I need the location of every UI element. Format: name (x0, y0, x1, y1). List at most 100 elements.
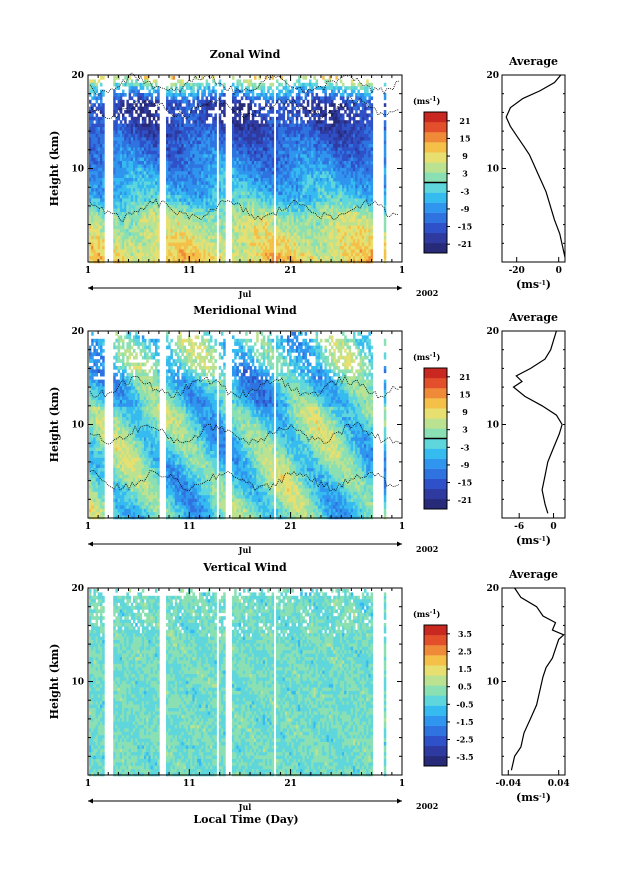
heatmap-cell (289, 164, 292, 169)
heatmap-cell (152, 246, 156, 250)
heatmap-cell (223, 167, 226, 172)
heatmap-cell (212, 106, 215, 111)
heatmap-cell (190, 259, 193, 264)
heatmap-cell (311, 201, 314, 206)
heatmap-cell (335, 133, 338, 138)
heatmap-cell (199, 133, 202, 138)
heatmap-cell (117, 96, 121, 101)
heatmap-cell (135, 191, 138, 196)
heatmap-cell (181, 232, 184, 237)
heatmap-cell (119, 157, 123, 162)
heatmap-cell (144, 150, 147, 155)
heatmap-cell (192, 120, 195, 124)
heatmap-cell (203, 174, 206, 179)
heatmap-cell (95, 232, 99, 237)
heatmap-cell (247, 225, 250, 230)
heatmap-cell (113, 167, 116, 172)
heatmap-cell (137, 116, 140, 121)
heatmap-cell (179, 93, 182, 97)
heatmap-cell (221, 205, 224, 209)
heatmap-cell (295, 133, 299, 138)
heatmap-cell (315, 205, 319, 209)
heatmap-cell (262, 178, 266, 182)
heatmap-cell (144, 212, 147, 216)
heatmap-cell (218, 93, 222, 97)
heatmap-cell (280, 252, 283, 257)
heatmap-cell (95, 198, 99, 203)
heatmap-cell (124, 76, 127, 80)
heatmap-cell (311, 252, 314, 257)
heatmap-cell (218, 218, 222, 223)
heatmap-cell (130, 140, 134, 145)
heatmap-cell (293, 99, 297, 104)
heatmap-cell (177, 252, 180, 257)
heatmap-cell (304, 137, 308, 141)
heatmap-cell (170, 133, 173, 138)
heatmap-cell (245, 181, 248, 186)
heatmap-cell (91, 137, 94, 141)
heatmap-cell (324, 205, 327, 209)
heatmap-cell (144, 161, 147, 165)
heatmap-cell (313, 144, 316, 148)
heatmap-cell (322, 164, 325, 169)
heatmap-cell (295, 256, 299, 260)
heatmap-cell (190, 137, 193, 141)
heatmap-cell (212, 130, 215, 135)
heatmap-cell (210, 205, 213, 209)
heatmap-cell (196, 184, 200, 189)
heatmap-cell (256, 218, 259, 223)
heatmap-cell (258, 205, 261, 209)
heatmap-cell (89, 235, 92, 240)
heatmap-cell (199, 127, 202, 131)
heatmap-cell (295, 161, 299, 165)
heatmap-cell (152, 157, 156, 162)
heatmap-cell (271, 157, 275, 162)
heatmap-cell (223, 232, 226, 237)
heatmap-cell (315, 201, 319, 206)
heatmap-cell (300, 174, 303, 179)
heatmap-cell (234, 242, 237, 247)
heatmap-cell (89, 137, 92, 141)
heatmap-cell (282, 215, 286, 220)
heatmap-cell (212, 86, 215, 90)
heatmap-cell (97, 161, 101, 165)
heatmap-cell (287, 191, 290, 196)
heatmap-cell (218, 161, 222, 165)
heatmap-cell (139, 127, 143, 131)
heatmap-cell (148, 191, 151, 196)
heatmap-cell (130, 259, 134, 264)
heatmap-cell (304, 212, 308, 216)
heatmap-cell (251, 164, 255, 169)
heatmap-cell (212, 123, 215, 128)
heatmap-cell (232, 246, 235, 250)
heatmap-cell (254, 191, 257, 196)
heatmap-cell (236, 201, 239, 206)
heatmap-cell (251, 201, 255, 206)
heatmap-cell (203, 161, 206, 165)
heatmap-cell (148, 171, 151, 175)
heatmap-cell (150, 239, 154, 243)
heatmap-cell (212, 181, 215, 186)
heatmap-cell (260, 116, 264, 121)
heatmap-cell (192, 150, 195, 155)
heatmap-cell (240, 140, 244, 145)
heatmap-cell (97, 235, 101, 240)
heatmap-cell (93, 242, 96, 247)
heatmap-cell (267, 161, 270, 165)
heatmap-cell (284, 222, 288, 226)
heatmap-cell (89, 150, 92, 155)
heatmap-cell (221, 130, 224, 135)
heatmap-cell (265, 239, 268, 243)
heatmap-cell (91, 116, 94, 121)
heatmap-cell (130, 123, 134, 128)
heatmap-cell (181, 178, 184, 182)
heatmap-cell (174, 252, 178, 257)
heatmap-cell (113, 225, 116, 230)
heatmap-cell (91, 110, 94, 114)
heatmap-cell (122, 144, 125, 148)
heatmap-cell (201, 205, 204, 209)
heatmap-cell (102, 229, 105, 233)
heatmap-cell (311, 232, 314, 237)
heatmap-cell (150, 259, 154, 264)
heatmap-cell (265, 130, 268, 135)
